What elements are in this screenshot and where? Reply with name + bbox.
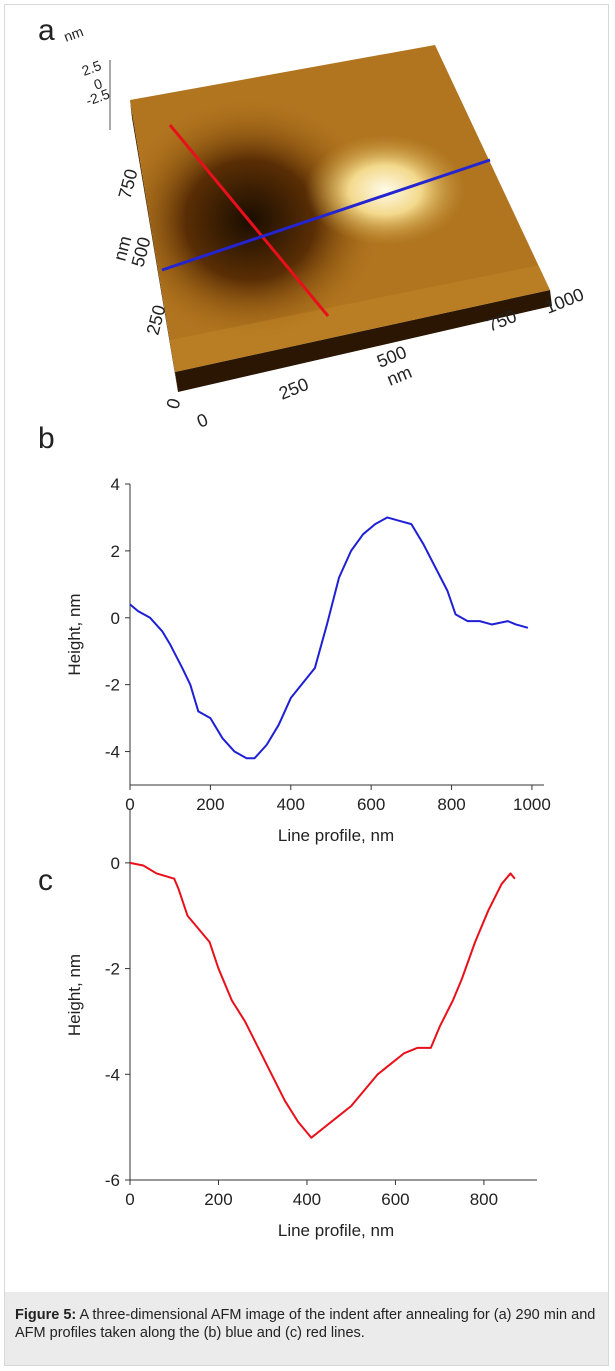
y-tick-label: 750 xyxy=(115,167,142,201)
x-axis-label: Line profile, nm xyxy=(278,826,394,845)
y-tick-label: 0 xyxy=(111,854,120,873)
x-tick-label: 0 xyxy=(125,795,134,814)
y-tick-label: -2 xyxy=(105,960,120,979)
y-tick-label: -4 xyxy=(105,743,120,762)
figure-frame xyxy=(4,4,609,1366)
red-profile-line xyxy=(168,124,330,317)
x-tick-label: 600 xyxy=(381,1190,409,1209)
z-unit: nm xyxy=(62,23,86,45)
x-axis-label: Line profile, nm xyxy=(278,1221,394,1240)
panel-label: a xyxy=(38,14,55,47)
panel-label: b xyxy=(38,422,55,455)
afm-front xyxy=(175,290,552,392)
x-tick-label: 200 xyxy=(196,795,224,814)
z-tick-label: 2.5 xyxy=(80,57,104,79)
afm-side xyxy=(130,100,178,392)
x-tick-label: 250 xyxy=(276,374,311,404)
y-tick-label: 0 xyxy=(111,609,120,628)
afm-pileup xyxy=(305,135,465,245)
x-tick-label: 800 xyxy=(437,795,465,814)
y-tick-label: 0 xyxy=(163,396,185,411)
afm-shade xyxy=(170,265,550,372)
x-tick-label: 200 xyxy=(204,1190,232,1209)
panel-label: c xyxy=(38,864,53,897)
y-tick-label: 250 xyxy=(143,303,170,337)
y-tick-label: -4 xyxy=(105,1065,120,1084)
blue-profile-line xyxy=(161,158,491,272)
x-tick-label: 600 xyxy=(357,795,385,814)
z-tick-label: -2.5 xyxy=(84,85,112,108)
y-axis-label: Height, nm xyxy=(65,954,84,1036)
x-tick-label: 800 xyxy=(470,1190,498,1209)
y-tick-label: -2 xyxy=(105,676,120,695)
x-tick-label: 0 xyxy=(194,409,211,431)
profile-line xyxy=(129,861,516,1139)
caption: Figure 5: A three-dimensional AFM image … xyxy=(5,1292,608,1365)
x-tick-label: 400 xyxy=(277,795,305,814)
caption-text: A three-dimensional AFM image of the ind… xyxy=(15,1307,596,1341)
x-tick-label: 400 xyxy=(293,1190,321,1209)
x-tick-label: 1000 xyxy=(513,795,551,814)
y-tick-label: 2 xyxy=(111,542,120,561)
x-tick-label: 0 xyxy=(125,1190,134,1209)
y-axis-label: Height, nm xyxy=(65,593,84,675)
y-tick-label: -6 xyxy=(105,1171,120,1190)
caption-label: Figure 5: xyxy=(15,1307,77,1323)
figure: a b c nm 2.5 0 -2.5 750 500 nm 250 0 0 2… xyxy=(38,14,587,1240)
profile-line xyxy=(129,516,529,760)
y-tick-label: 4 xyxy=(111,475,120,494)
